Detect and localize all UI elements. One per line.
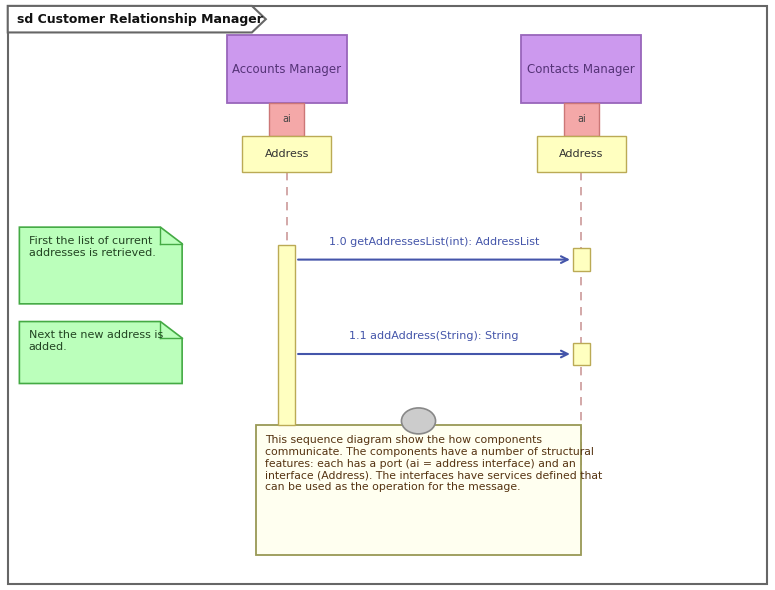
Text: First the list of current
addresses is retrieved.: First the list of current addresses is r… [29, 236, 156, 258]
Bar [256, 425, 581, 555]
Bar [242, 136, 332, 172]
Text: 1.1 addAddress(String): String: 1.1 addAddress(String): String [350, 331, 518, 341]
Bar [521, 35, 642, 103]
Bar [270, 103, 304, 136]
Polygon shape [8, 6, 266, 32]
Bar [226, 35, 347, 103]
Text: Address: Address [264, 149, 309, 159]
Text: Address: Address [559, 149, 604, 159]
Bar [573, 343, 590, 365]
Polygon shape [19, 227, 182, 304]
Bar [278, 245, 295, 425]
Text: Next the new address is
added.: Next the new address is added. [29, 330, 163, 352]
Bar [564, 103, 598, 136]
Text: This sequence diagram show the how components
communicate. The components have a: This sequence diagram show the how compo… [265, 435, 602, 492]
Bar [573, 248, 590, 271]
Text: ai: ai [577, 114, 586, 124]
Text: sd Customer Relationship Manager: sd Customer Relationship Manager [17, 12, 263, 26]
Bar [536, 136, 626, 172]
Text: Contacts Manager: Contacts Manager [527, 63, 635, 76]
Circle shape [401, 408, 436, 434]
Text: ai: ai [282, 114, 291, 124]
Text: 1.0 getAddressesList(int): AddressList: 1.0 getAddressesList(int): AddressList [329, 237, 539, 247]
Text: Accounts Manager: Accounts Manager [232, 63, 341, 76]
Polygon shape [19, 322, 182, 384]
